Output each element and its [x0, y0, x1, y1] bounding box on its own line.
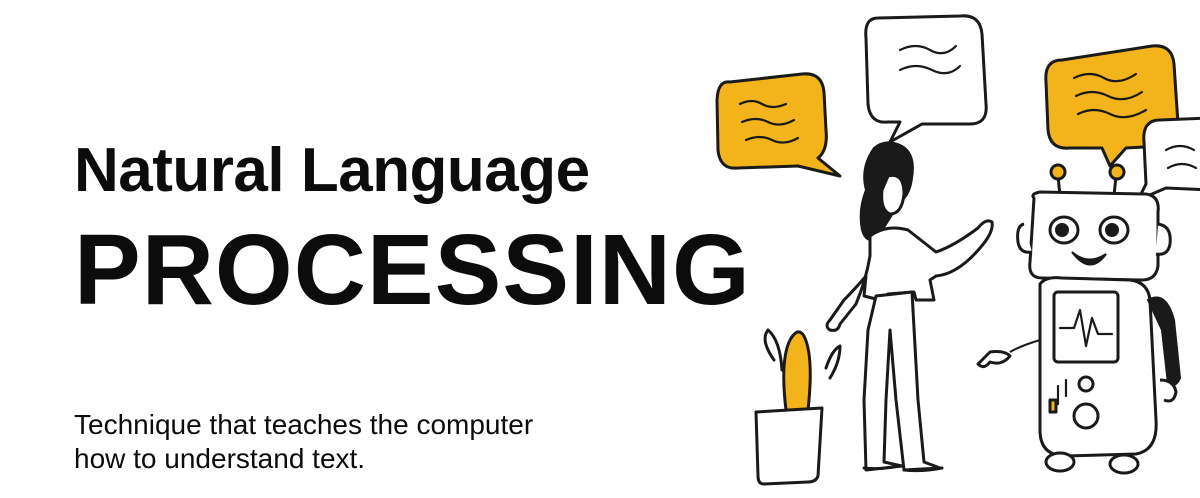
illustration: [715, 14, 1200, 486]
title-line-2: PROCESSING: [74, 214, 751, 326]
white-speech-bubble-icon: [864, 14, 988, 144]
woman-figure: [825, 141, 994, 473]
subtitle-line-1: Technique that teaches the computer: [74, 409, 534, 440]
title-line-1: Natural Language: [74, 136, 590, 205]
potted-plant-icon: [754, 328, 842, 486]
robot-figure: [976, 163, 1182, 475]
subtitle-line-2: how to understand text.: [74, 443, 366, 474]
white-speech-bubble-icon-right: [1136, 116, 1200, 202]
yellow-speech-bubble-icon: [715, 72, 842, 178]
subtitle: Technique that teaches the computer how …: [74, 408, 674, 476]
